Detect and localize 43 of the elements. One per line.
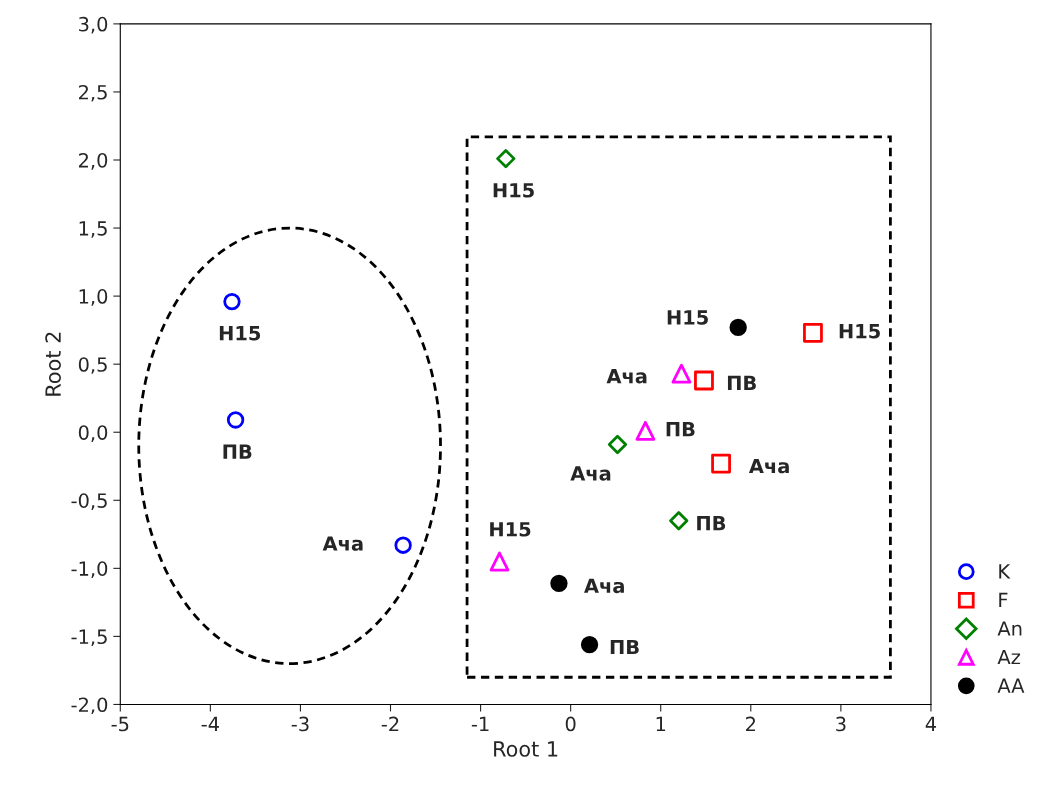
y-tick-label: -1,5 (71, 629, 107, 647)
annotation: Н15 (219, 326, 261, 341)
annotation: Н15 (667, 310, 708, 325)
annotation: ПВ (697, 516, 726, 531)
y-tick-label: 3,0 (79, 16, 108, 34)
legend-label: An (997, 621, 1022, 636)
legend-label: AA (997, 678, 1025, 693)
x-tick-label: 4 (925, 716, 937, 732)
y-tick-label: -0,5 (71, 493, 107, 510)
annotation: Н15 (839, 324, 880, 339)
legend-label: Az (997, 649, 1021, 665)
x-tick-label: -3 (291, 716, 309, 732)
annotation: Н15 (493, 183, 534, 198)
x-axis-title: Root 1 (494, 741, 558, 757)
y-tick-label: 0,5 (78, 357, 107, 374)
annotation: ПВ (610, 639, 639, 655)
y-tick-label: -1,0 (71, 561, 108, 578)
annotation: Ача (570, 466, 611, 481)
x-tick-label: -1 (471, 716, 489, 732)
annotation: Ача (748, 458, 789, 474)
annotation: ПВ (223, 444, 252, 459)
annotation: ПВ (666, 422, 695, 437)
x-tick-label: 1 (656, 716, 666, 732)
legend-label: F (999, 592, 1008, 608)
x-tick-label: -2 (381, 716, 399, 732)
x-tick-label: -4 (201, 716, 219, 732)
annotation: Ача (322, 536, 363, 551)
x-tick-label: 0 (565, 716, 576, 732)
annotation: ПВ (727, 375, 756, 391)
y-tick-label: 1,5 (79, 221, 107, 238)
x-tick-label: -5 (111, 716, 129, 732)
annotation: Ача (584, 578, 624, 594)
x-tick-label: 2 (746, 716, 756, 732)
y-tick-label: 1,0 (79, 289, 108, 306)
annotation: Ача (606, 369, 647, 384)
x-tick-label: 3 (836, 716, 846, 732)
y-axis-title: Root 2 (45, 332, 61, 396)
legend-label: K (999, 564, 1011, 579)
y-tick-label: -2,0 (71, 697, 108, 715)
annotation: Н15 (490, 522, 531, 537)
y-tick-label: 2,0 (78, 152, 108, 170)
y-tick-label: 0,0 (78, 425, 108, 442)
y-tick-label: 2,5 (78, 84, 107, 102)
